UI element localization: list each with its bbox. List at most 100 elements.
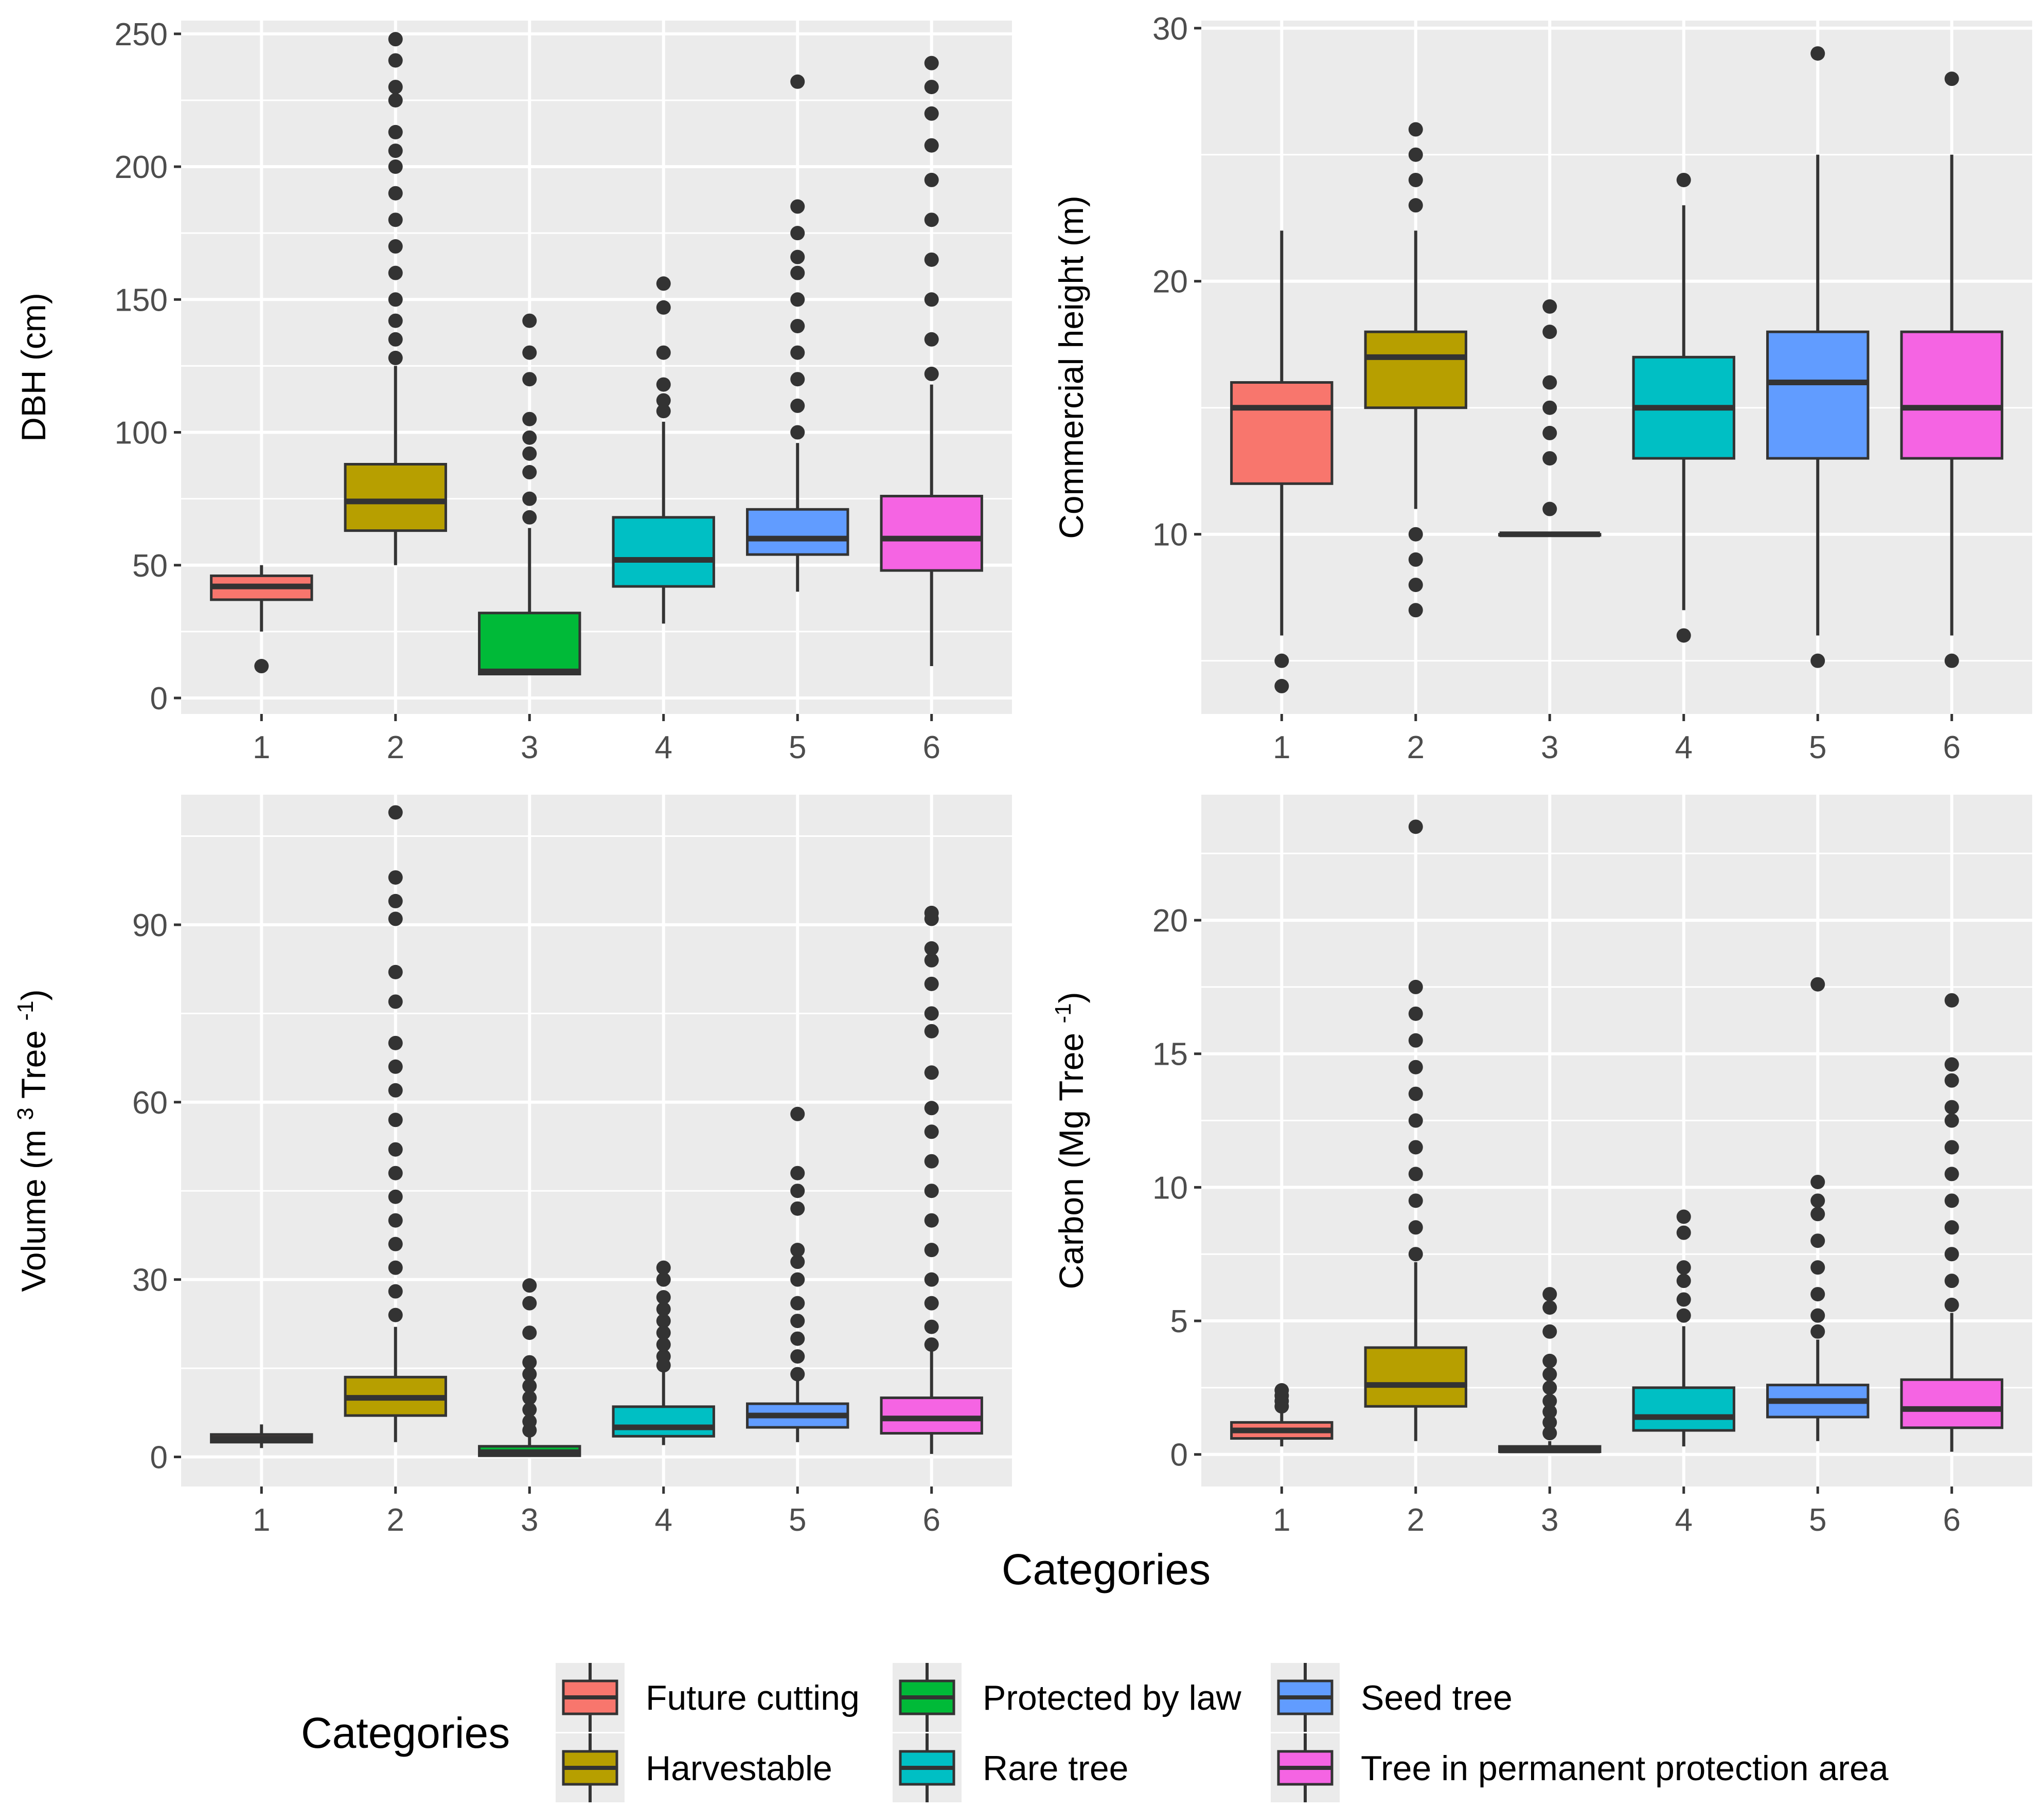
panel-2: 10 20 30 1 2 3 4 5 6 Commercial height (m) — [1052, 11, 2032, 765]
y-axis-title: DBH (cm) — [14, 293, 52, 442]
x-tick-label: 6 — [922, 730, 940, 765]
outlier-point — [1944, 653, 1959, 668]
outlier-point — [388, 32, 403, 47]
y-tick-label: 20 — [1152, 264, 1188, 300]
outlier-point — [1676, 1209, 1691, 1224]
outlier-point — [656, 377, 671, 392]
box — [612, 1405, 715, 1438]
outlier-point — [790, 1331, 805, 1346]
panel-1: 0 50 100 150 200 250 1 2 3 4 5 6 DBH (cm) — [14, 17, 1012, 765]
outlier-point — [522, 1378, 537, 1393]
outlier-point — [1542, 1404, 1557, 1419]
legend: Categories Future cutting Harvestable Prot… — [301, 1663, 1889, 1802]
box — [478, 612, 581, 676]
box-category-2 — [344, 805, 447, 1442]
outlier-point — [388, 350, 403, 365]
box-category-1 — [210, 1424, 313, 1448]
outlier-point — [522, 345, 537, 360]
outlier-point — [924, 1243, 939, 1258]
outlier-point — [656, 300, 671, 315]
legend-label: Seed tree — [1361, 1678, 1513, 1717]
box — [1230, 381, 1334, 485]
outlier-point — [1944, 993, 1959, 1008]
outlier-point — [790, 1314, 805, 1329]
box-category-2 — [344, 32, 447, 565]
box — [880, 1396, 983, 1435]
outlier-point — [1408, 1247, 1423, 1262]
outlier-point — [924, 1101, 939, 1116]
panel-background — [1201, 795, 2032, 1486]
outlier-point — [388, 313, 403, 328]
panel-4: 0 5 10 15 20 1 2 3 4 5 6 Carbon (Mg Tree -1) — [1051, 795, 2032, 1538]
outlier-point — [924, 172, 939, 187]
outlier-point — [790, 398, 805, 413]
box — [1900, 1378, 2003, 1429]
outlier-point — [656, 1260, 671, 1275]
outlier-point — [522, 430, 537, 445]
y-tick-label: 90 — [132, 908, 168, 943]
y-axis-title-space — [1052, 1023, 1090, 1032]
outlier-point — [1676, 1260, 1691, 1275]
outlier-point — [1944, 1297, 1959, 1312]
box — [1632, 1386, 1735, 1432]
x-tick-label: 3 — [1541, 1502, 1558, 1538]
outlier-point — [1944, 1100, 1959, 1115]
box-category-6 — [1900, 993, 2003, 1452]
outlier-point — [924, 366, 939, 381]
y-axis-title-space — [14, 1021, 52, 1030]
y-axis-title-space — [14, 1120, 52, 1130]
box-category-1 — [1230, 1383, 1334, 1447]
outlier-point — [388, 265, 403, 280]
outlier-point — [522, 510, 537, 525]
outlier-point — [790, 425, 805, 440]
outlier-point — [924, 1337, 939, 1352]
box-category-4 — [612, 1260, 715, 1445]
outlier-point — [388, 144, 403, 158]
outlier-point — [522, 446, 537, 461]
outlier-point — [790, 1255, 805, 1269]
outlier-point — [1542, 1380, 1557, 1395]
outlier-point — [1944, 1140, 1959, 1155]
box — [1766, 330, 1870, 460]
x-tick-label: 6 — [1943, 730, 1960, 765]
outlier-point — [924, 1065, 939, 1080]
outlier-point — [656, 1272, 671, 1287]
outlier-point — [1542, 501, 1557, 516]
outlier-point — [924, 212, 939, 227]
outlier-point — [1408, 1167, 1423, 1181]
outlier-point — [1408, 1220, 1423, 1235]
outlier-point — [1542, 451, 1557, 466]
outlier-point — [1408, 578, 1423, 593]
panel-3: 0 30 60 90 1 2 3 4 5 6 Volume (m 3 Tree -1) — [13, 795, 1012, 1538]
outlier-point — [522, 1355, 537, 1370]
box-category-5 — [746, 74, 849, 592]
box — [880, 494, 983, 572]
outlier-point — [656, 276, 671, 291]
outlier-point — [388, 1189, 403, 1204]
outlier-point — [790, 74, 805, 89]
outlier-point — [522, 1390, 537, 1405]
outlier-point — [790, 265, 805, 280]
outlier-point — [1944, 1274, 1959, 1288]
outlier-point — [1944, 1193, 1959, 1208]
outlier-point — [1408, 527, 1423, 542]
outlier-point — [522, 491, 537, 506]
box — [1900, 330, 2003, 460]
outlier-point — [1542, 375, 1557, 390]
outlier-point — [656, 1349, 671, 1364]
outlier-point — [388, 1213, 403, 1228]
outlier-point — [790, 292, 805, 307]
x-tick-label: 3 — [521, 730, 538, 765]
outlier-point — [790, 1296, 805, 1311]
outlier-point — [790, 1367, 805, 1382]
outlier-point — [924, 953, 939, 968]
y-tick-label: 150 — [115, 282, 168, 318]
x-tick-label: 2 — [387, 730, 404, 765]
y-axis-title-superscript: -1 — [13, 1000, 38, 1020]
outlier-point — [1944, 1113, 1959, 1128]
outlier-point — [388, 805, 403, 820]
box-category-3 — [1498, 299, 1602, 538]
box — [1364, 1346, 1467, 1408]
box-category-5 — [1766, 46, 1870, 668]
outlier-point — [522, 411, 537, 426]
